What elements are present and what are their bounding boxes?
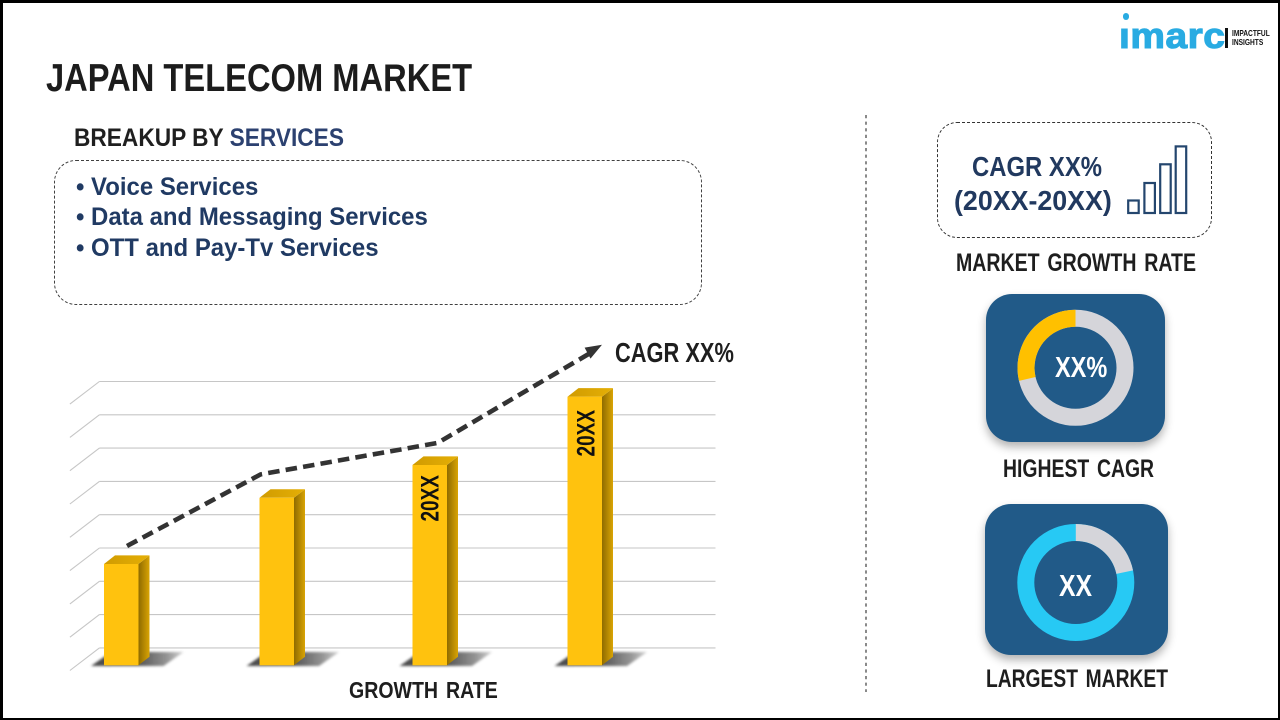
svg-text:20XX: 20XX (573, 410, 601, 457)
svg-text:20XX: 20XX (416, 475, 444, 522)
